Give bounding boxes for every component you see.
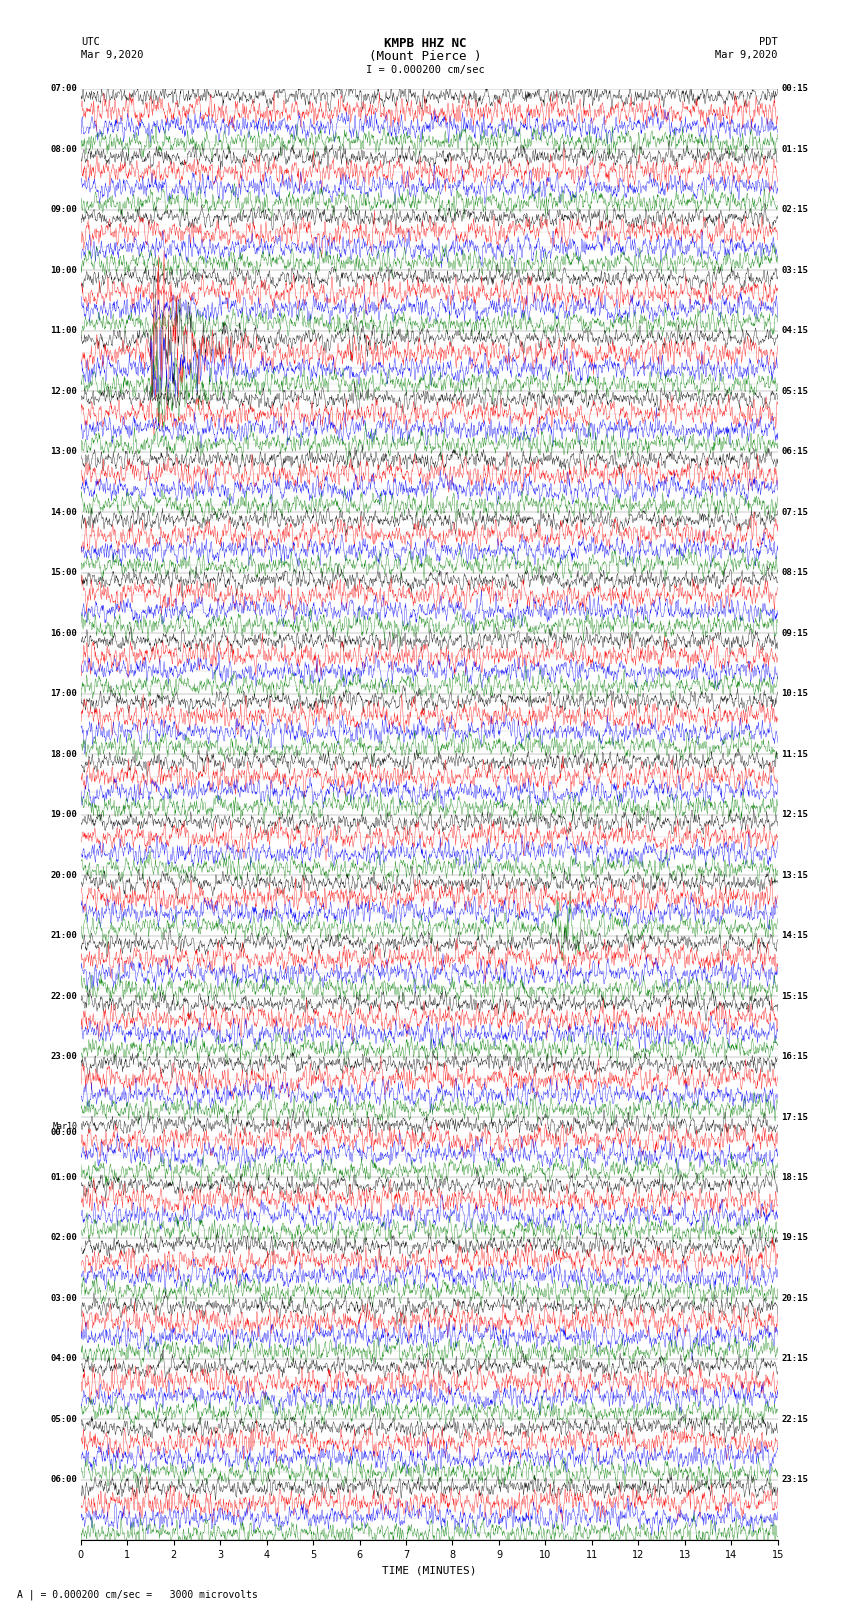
Text: Mar10: Mar10 [52, 1121, 77, 1131]
Text: 12:00: 12:00 [50, 387, 77, 395]
Text: 01:00: 01:00 [50, 1173, 77, 1182]
X-axis label: TIME (MINUTES): TIME (MINUTES) [382, 1566, 477, 1576]
Text: 01:15: 01:15 [781, 145, 808, 153]
Text: 03:15: 03:15 [781, 266, 808, 274]
Text: 13:15: 13:15 [781, 871, 808, 879]
Text: 22:00: 22:00 [50, 992, 77, 1000]
Text: 14:00: 14:00 [50, 508, 77, 516]
Text: KMPB HHZ NC: KMPB HHZ NC [383, 37, 467, 50]
Text: Mar 9,2020: Mar 9,2020 [81, 50, 144, 60]
Text: 17:00: 17:00 [50, 689, 77, 698]
Text: 15:15: 15:15 [781, 992, 808, 1000]
Text: (Mount Pierce ): (Mount Pierce ) [369, 50, 481, 63]
Text: 16:00: 16:00 [50, 629, 77, 637]
Text: UTC: UTC [81, 37, 99, 47]
Text: 00:15: 00:15 [781, 84, 808, 94]
Text: 00:00: 00:00 [50, 1127, 77, 1137]
Text: 13:00: 13:00 [50, 447, 77, 456]
Text: 11:15: 11:15 [781, 750, 808, 758]
Text: 20:00: 20:00 [50, 871, 77, 879]
Text: 06:00: 06:00 [50, 1476, 77, 1484]
Text: I = 0.000200 cm/sec: I = 0.000200 cm/sec [366, 65, 484, 74]
Text: 02:00: 02:00 [50, 1234, 77, 1242]
Text: 12:15: 12:15 [781, 810, 808, 819]
Text: 18:15: 18:15 [781, 1173, 808, 1182]
Text: 17:15: 17:15 [781, 1113, 808, 1121]
Text: 05:00: 05:00 [50, 1415, 77, 1424]
Text: 04:00: 04:00 [50, 1355, 77, 1363]
Text: 07:15: 07:15 [781, 508, 808, 516]
Text: 08:00: 08:00 [50, 145, 77, 153]
Text: 08:15: 08:15 [781, 568, 808, 577]
Text: 06:15: 06:15 [781, 447, 808, 456]
Text: 04:15: 04:15 [781, 326, 808, 336]
Text: A | = 0.000200 cm/sec =   3000 microvolts: A | = 0.000200 cm/sec = 3000 microvolts [17, 1589, 258, 1600]
Text: 15:00: 15:00 [50, 568, 77, 577]
Text: 21:00: 21:00 [50, 931, 77, 940]
Text: 19:00: 19:00 [50, 810, 77, 819]
Text: 07:00: 07:00 [50, 84, 77, 94]
Text: 20:15: 20:15 [781, 1294, 808, 1303]
Text: 18:00: 18:00 [50, 750, 77, 758]
Text: 16:15: 16:15 [781, 1052, 808, 1061]
Text: 09:00: 09:00 [50, 205, 77, 215]
Text: PDT: PDT [759, 37, 778, 47]
Text: Mar 9,2020: Mar 9,2020 [715, 50, 778, 60]
Text: 14:15: 14:15 [781, 931, 808, 940]
Text: 21:15: 21:15 [781, 1355, 808, 1363]
Text: 11:00: 11:00 [50, 326, 77, 336]
Text: 02:15: 02:15 [781, 205, 808, 215]
Text: 19:15: 19:15 [781, 1234, 808, 1242]
Text: 05:15: 05:15 [781, 387, 808, 395]
Text: 09:15: 09:15 [781, 629, 808, 637]
Text: 23:00: 23:00 [50, 1052, 77, 1061]
Text: 10:15: 10:15 [781, 689, 808, 698]
Text: 23:15: 23:15 [781, 1476, 808, 1484]
Text: 03:00: 03:00 [50, 1294, 77, 1303]
Text: 22:15: 22:15 [781, 1415, 808, 1424]
Text: 10:00: 10:00 [50, 266, 77, 274]
